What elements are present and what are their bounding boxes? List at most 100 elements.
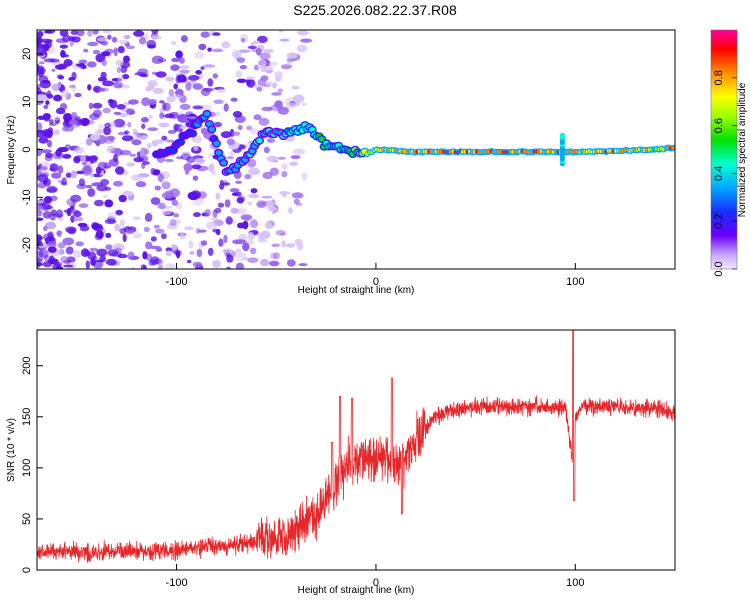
noise-blob <box>48 255 55 265</box>
noise-blob <box>184 226 194 231</box>
noise-blob <box>100 40 108 46</box>
noise-blob <box>263 48 274 54</box>
noise-blob <box>248 194 260 199</box>
noise-blob <box>43 205 54 210</box>
noise-blob <box>193 155 204 160</box>
x-tick-label: 0 <box>373 577 379 589</box>
noise-blob <box>95 259 104 263</box>
noise-blob <box>37 129 47 138</box>
noise-blob <box>131 139 142 146</box>
noise-blob <box>144 212 153 222</box>
noise-blob <box>264 67 272 73</box>
noise-blob <box>44 155 53 162</box>
noise-blob <box>161 233 167 240</box>
noise-blob <box>242 220 249 230</box>
noise-blob <box>235 262 244 269</box>
noise-blob <box>122 233 127 243</box>
noise-blob <box>81 248 90 257</box>
y-tick-label: 0 <box>21 146 33 152</box>
noise-blob <box>244 174 252 180</box>
noise-blob <box>188 240 194 249</box>
ridge-core <box>256 138 263 144</box>
noise-blob <box>38 243 47 248</box>
ridge-core <box>220 160 227 166</box>
noise-blob <box>231 49 242 59</box>
ridge-core <box>189 130 196 136</box>
noise-blob <box>187 75 200 81</box>
noise-blob <box>107 34 112 40</box>
noise-blob <box>37 204 43 210</box>
noise-blob <box>231 192 238 196</box>
noise-blob <box>217 202 225 208</box>
noise-blob <box>250 219 258 229</box>
noise-blob <box>52 213 64 218</box>
noise-blob <box>140 147 148 156</box>
noise-blob <box>173 112 179 116</box>
noise-blob <box>43 225 48 232</box>
ridge-core <box>208 126 215 132</box>
noise-blob <box>132 216 141 220</box>
x-tick-label: 100 <box>566 577 584 589</box>
noise-blob <box>46 187 58 193</box>
noise-blob <box>193 145 199 151</box>
noise-blob <box>296 44 308 53</box>
noise-blob <box>132 232 142 239</box>
noise-blob <box>220 131 232 139</box>
noise-blob <box>94 199 104 207</box>
noise-blob <box>288 207 293 214</box>
noise-blob <box>68 84 76 89</box>
noise-blob <box>169 218 177 227</box>
noise-blob <box>88 119 95 125</box>
noise-blob <box>205 221 218 230</box>
y-tick-label: 20 <box>21 48 33 60</box>
noise-blob <box>123 34 131 40</box>
noise-blob <box>187 191 200 201</box>
figure-title: S225.2026.082.22.37.R08 <box>293 2 457 18</box>
noise-blob <box>37 63 40 69</box>
noise-blob <box>246 78 252 86</box>
noise-blob <box>207 47 212 52</box>
y-tick-label: 10 <box>21 96 33 108</box>
noise-blob <box>260 258 270 267</box>
noise-blob <box>37 67 46 75</box>
noise-blob <box>165 76 175 82</box>
noise-blob <box>168 89 175 97</box>
noise-blob <box>49 119 54 124</box>
noise-blob <box>253 64 259 71</box>
noise-blob <box>127 121 132 128</box>
noise-blob <box>48 122 57 126</box>
noise-blob <box>118 194 127 203</box>
noise-blob <box>68 119 79 126</box>
noise-blob <box>43 113 51 122</box>
noise-blob <box>43 104 49 110</box>
noise-blob <box>125 108 135 115</box>
noise-blob <box>280 232 286 236</box>
noise-blob <box>147 127 159 132</box>
noise-blob <box>186 116 199 120</box>
noise-blob <box>80 154 87 163</box>
noise-blob <box>104 199 114 208</box>
noise-blob <box>97 76 108 82</box>
noise-blob <box>194 158 205 165</box>
noise-blob <box>90 257 96 266</box>
noise-blob <box>37 209 43 217</box>
noise-blob <box>258 117 270 126</box>
noise-blob <box>215 192 221 200</box>
noise-blob <box>159 112 165 119</box>
noise-blob <box>210 217 219 221</box>
noise-blob <box>104 122 111 128</box>
spectrogram-y-label: Frequency (Hz) <box>6 116 17 185</box>
snr-series-line <box>37 330 675 563</box>
noise-blob <box>200 66 205 70</box>
noise-blob <box>277 106 289 115</box>
noise-blob <box>69 205 75 211</box>
noise-blob <box>179 103 191 110</box>
noise-blob <box>100 71 107 79</box>
noise-blob <box>97 87 110 92</box>
noise-blob <box>186 259 192 264</box>
noise-blob <box>296 243 304 251</box>
noise-blob <box>232 111 243 118</box>
noise-blob <box>105 258 117 266</box>
noise-blob <box>218 238 224 247</box>
